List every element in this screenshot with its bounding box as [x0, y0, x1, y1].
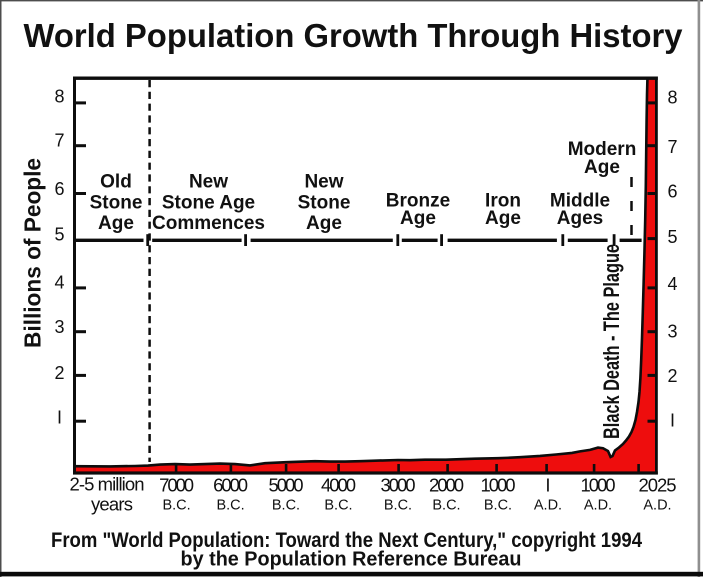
svg-text:B.C.: B.C.: [162, 498, 190, 514]
svg-text:8: 8: [667, 88, 677, 108]
svg-text:B.C.: B.C.: [484, 498, 512, 514]
svg-text:Age: Age: [485, 208, 521, 229]
svg-text:2025: 2025: [639, 474, 677, 495]
svg-text:B.C.: B.C.: [324, 498, 352, 514]
svg-text:I: I: [545, 474, 550, 495]
svg-text:6: 6: [54, 179, 64, 199]
svg-text:I: I: [57, 408, 62, 428]
svg-text:From "World Population: Toward: From "World Population: Toward the Next …: [51, 529, 642, 552]
svg-text:Stone Age: Stone Age: [162, 192, 255, 213]
svg-text:Old: Old: [100, 172, 132, 193]
svg-text:8: 8: [54, 86, 64, 106]
svg-text:1000: 1000: [581, 474, 616, 495]
svg-text:I: I: [670, 411, 675, 431]
svg-text:Bronze: Bronze: [386, 191, 450, 212]
svg-text:Stone: Stone: [90, 192, 143, 213]
svg-text:New: New: [189, 172, 228, 193]
svg-text:Stone: Stone: [298, 192, 351, 213]
svg-text:World Population Growth Throug: World Population Growth Through History: [24, 18, 683, 55]
svg-text:A.D.: A.D.: [534, 498, 562, 514]
svg-text:5000: 5000: [269, 474, 304, 495]
svg-text:1000: 1000: [481, 474, 516, 495]
svg-text:Black Death - The Plague: Black Death - The Plague: [599, 244, 624, 439]
svg-text:B.C.: B.C.: [384, 498, 412, 514]
svg-text:by the Population Reference Bu: by the Population Reference Bureau: [181, 548, 522, 571]
svg-text:B.C.: B.C.: [432, 498, 460, 514]
svg-text:4: 4: [54, 272, 64, 292]
svg-text:3: 3: [667, 322, 677, 342]
svg-text:A.D.: A.D.: [643, 498, 671, 514]
svg-text:B.C.: B.C.: [272, 498, 300, 514]
svg-text:Age: Age: [306, 213, 342, 234]
svg-text:2: 2: [54, 363, 64, 383]
svg-text:5: 5: [54, 225, 64, 245]
svg-text:2: 2: [667, 366, 677, 386]
svg-text:2-5 million: 2-5 million: [70, 474, 145, 495]
svg-text:B.C.: B.C.: [216, 498, 244, 514]
svg-text:Age: Age: [98, 213, 134, 234]
svg-text:7: 7: [54, 131, 64, 151]
svg-text:Age: Age: [400, 208, 436, 229]
svg-text:Modern: Modern: [568, 139, 637, 160]
svg-text:years: years: [91, 494, 133, 515]
svg-text:A.D.: A.D.: [584, 498, 612, 514]
svg-text:6000: 6000: [213, 474, 248, 495]
svg-text:2000: 2000: [429, 474, 464, 495]
svg-text:5: 5: [667, 227, 677, 247]
svg-text:6: 6: [667, 181, 677, 201]
svg-text:Age: Age: [584, 157, 620, 178]
svg-text:7000: 7000: [159, 474, 194, 495]
svg-text:Middle: Middle: [550, 191, 610, 212]
svg-text:Billions of People: Billions of People: [20, 158, 46, 348]
svg-text:7: 7: [667, 137, 677, 157]
svg-text:New: New: [304, 172, 343, 193]
svg-text:4: 4: [667, 274, 677, 294]
svg-text:Iron: Iron: [485, 191, 521, 212]
svg-text:3: 3: [54, 317, 64, 337]
svg-text:Commences: Commences: [152, 213, 265, 234]
svg-text:4000: 4000: [321, 474, 356, 495]
svg-text:Ages: Ages: [557, 208, 603, 229]
svg-text:3000: 3000: [381, 474, 416, 495]
